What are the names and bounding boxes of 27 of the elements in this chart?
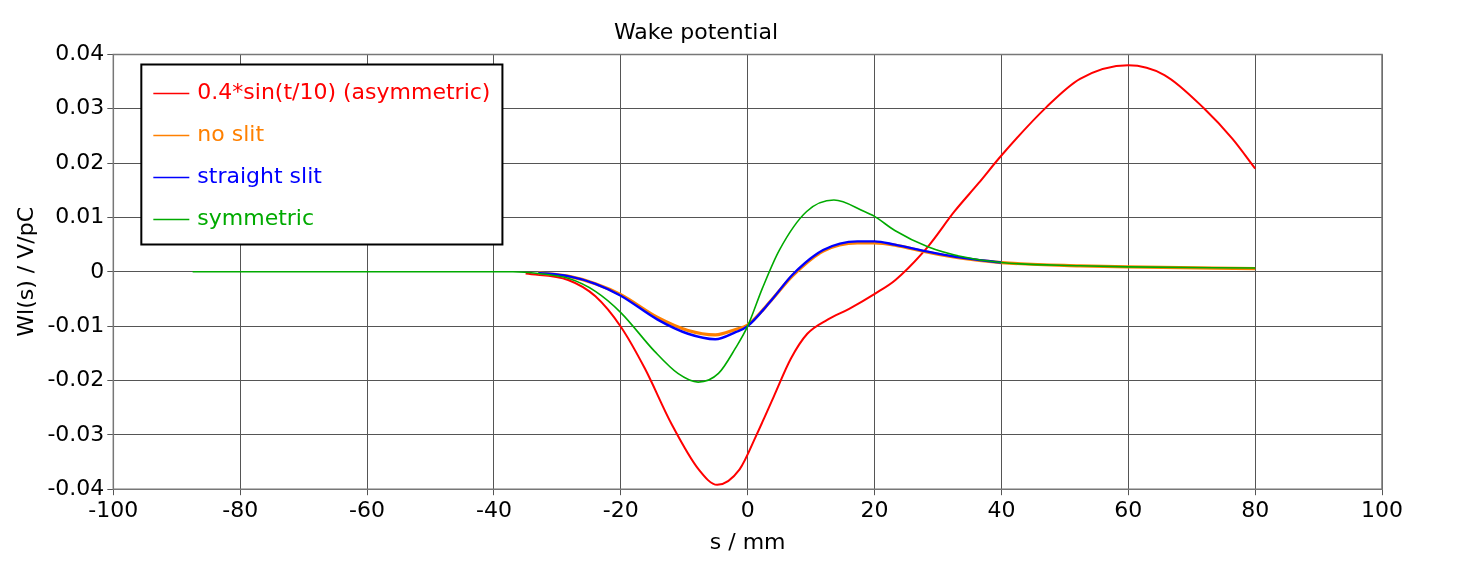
chart-title: Wake potential — [613, 18, 779, 44]
x-tick-label: -80 — [222, 497, 259, 523]
x-tick-label: 100 — [1361, 497, 1403, 523]
x-axis-title: s / mm — [709, 528, 786, 554]
x-tick-label: 60 — [1114, 497, 1143, 523]
x-tick-label: -20 — [602, 497, 639, 523]
y-axis-title: Wl(s) / V/pC — [12, 206, 38, 337]
y-tick-label: 0 — [90, 257, 105, 283]
x-tick-label: 40 — [987, 497, 1016, 523]
legend-label: 0.4*sin(t/10) (asymmetric) — [197, 79, 491, 105]
legend-label: no slit — [197, 121, 265, 147]
x-tick-label: -60 — [349, 497, 386, 523]
y-tick-label: 0.02 — [55, 148, 105, 174]
y-tick-label: 0.04 — [55, 40, 105, 66]
y-tick-label: -0.02 — [47, 366, 105, 392]
x-tick-label: 80 — [1241, 497, 1270, 523]
legend-label: straight slit — [197, 163, 323, 189]
y-tick-label: 0.03 — [55, 94, 105, 120]
x-tick-label: -100 — [88, 497, 139, 523]
y-tick-label: -0.01 — [47, 311, 105, 337]
x-tick-label: 20 — [860, 497, 889, 523]
y-tick-label: -0.04 — [47, 474, 105, 500]
y-tick-label: 0.01 — [55, 203, 105, 229]
x-tick-label: 0 — [740, 497, 755, 523]
y-tick-label: -0.03 — [47, 420, 105, 446]
x-tick-label: -40 — [475, 497, 512, 523]
legend-label: symmetric — [197, 205, 315, 231]
